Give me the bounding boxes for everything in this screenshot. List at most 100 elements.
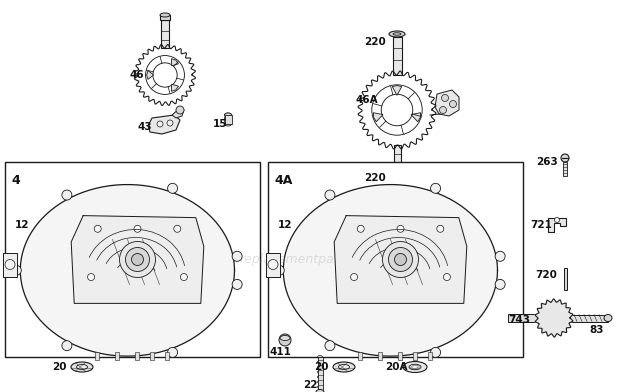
Bar [135,352,140,360]
Text: 220: 220 [364,173,386,183]
Polygon shape [172,84,179,91]
Polygon shape [392,85,402,95]
Polygon shape [172,108,184,118]
Text: 20: 20 [314,362,329,372]
Circle shape [430,347,441,358]
Ellipse shape [393,169,401,171]
Circle shape [94,225,101,232]
Circle shape [544,309,564,328]
Circle shape [176,106,184,114]
Ellipse shape [76,365,87,370]
Ellipse shape [403,361,427,372]
Circle shape [279,334,291,346]
Text: 220: 220 [364,37,386,47]
Circle shape [383,241,419,278]
Circle shape [357,225,364,232]
Text: 743: 743 [508,315,530,325]
Bar [151,352,154,360]
Ellipse shape [339,365,350,370]
Circle shape [436,225,444,232]
Circle shape [5,260,15,270]
Circle shape [440,107,446,114]
Text: 721: 721 [530,220,552,230]
Bar [414,352,417,360]
Circle shape [325,190,335,200]
Bar [508,314,538,322]
Ellipse shape [333,362,355,372]
Ellipse shape [389,31,405,37]
Ellipse shape [389,167,405,173]
Bar [358,352,363,360]
Circle shape [430,183,441,193]
Polygon shape [334,216,467,303]
Circle shape [134,225,141,232]
Text: 43: 43 [137,122,152,132]
Text: 20A: 20A [385,362,407,372]
Bar [570,314,608,321]
Ellipse shape [604,314,612,321]
Circle shape [397,225,404,232]
Bar [378,352,383,360]
Polygon shape [20,185,234,356]
Ellipse shape [316,390,324,392]
Text: replacementparts.com: replacementparts.com [239,254,381,267]
Circle shape [495,251,505,261]
Text: 15: 15 [213,119,228,129]
Text: 411: 411 [270,347,292,357]
Bar [161,20,169,48]
Circle shape [394,254,407,265]
Circle shape [450,100,456,107]
Circle shape [120,241,156,278]
Text: 46: 46 [130,70,144,80]
Text: 12: 12 [278,220,293,230]
Circle shape [232,279,242,289]
Circle shape [125,247,149,272]
Circle shape [157,121,163,127]
Circle shape [167,120,173,126]
Circle shape [180,274,187,281]
Ellipse shape [393,33,401,35]
Circle shape [167,183,177,193]
Bar [115,352,120,360]
Ellipse shape [409,364,421,370]
Circle shape [232,251,242,261]
Circle shape [62,341,72,351]
Circle shape [443,274,450,281]
Circle shape [11,265,21,275]
Bar [95,352,99,360]
Text: 83: 83 [589,325,603,335]
Polygon shape [411,113,420,122]
Circle shape [62,190,72,200]
Bar [428,352,432,360]
Bar [394,145,401,167]
Circle shape [554,218,559,223]
Polygon shape [147,71,154,79]
Ellipse shape [561,154,569,162]
Ellipse shape [71,362,93,372]
Bar [3,252,17,276]
Bar [5,162,260,357]
Text: 46A: 46A [356,95,379,105]
Polygon shape [283,185,497,356]
Bar [166,352,169,360]
Circle shape [389,247,412,272]
Ellipse shape [160,13,170,17]
Text: 720: 720 [535,270,557,280]
Polygon shape [548,218,566,232]
Bar [317,357,322,392]
Polygon shape [172,59,179,66]
Circle shape [87,274,95,281]
Circle shape [495,279,505,289]
Bar [224,115,231,124]
Circle shape [350,274,358,281]
Circle shape [325,341,335,351]
Polygon shape [535,299,573,337]
Circle shape [167,347,177,358]
Bar [266,252,280,276]
Circle shape [441,94,448,102]
Polygon shape [148,115,180,134]
Polygon shape [71,216,204,303]
Bar [160,15,170,20]
Text: 4A: 4A [274,174,293,187]
Bar [563,162,567,176]
